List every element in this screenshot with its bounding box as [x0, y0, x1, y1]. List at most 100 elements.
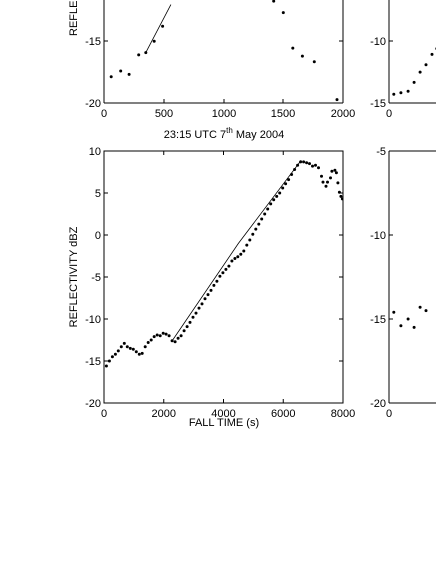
data-point	[302, 160, 306, 164]
xtick-label: 0	[101, 408, 107, 420]
data-point	[312, 60, 316, 64]
data-point	[248, 238, 252, 242]
chart-title: 23:15 UTC 7th May 2004	[164, 126, 284, 141]
data-point	[311, 164, 314, 168]
ytick-label: -10	[370, 36, 386, 48]
data-point	[143, 345, 147, 349]
data-point	[281, 186, 285, 190]
data-point	[290, 173, 294, 176]
data-point	[340, 197, 343, 201]
data-point	[227, 264, 231, 268]
chart-title-tail: May 2004	[233, 129, 284, 141]
data-point	[203, 297, 207, 301]
data-point	[155, 333, 159, 337]
data-point	[251, 232, 255, 236]
ytick-label: -15	[370, 314, 386, 326]
data-point	[109, 75, 113, 79]
ytick-label: -15	[85, 356, 101, 368]
data-point	[116, 349, 120, 353]
data-point	[158, 334, 162, 338]
data-point	[305, 161, 309, 165]
data-point	[206, 293, 210, 297]
data-point	[324, 184, 328, 188]
data-point	[269, 202, 273, 206]
data-point	[239, 252, 243, 256]
panel-top-right: -10 -15 0	[370, 0, 436, 120]
data-point	[194, 311, 198, 315]
xtick-label: 6000	[271, 408, 295, 420]
data-point	[320, 174, 323, 178]
data-point	[321, 180, 325, 184]
data-point	[300, 54, 304, 58]
data-point	[424, 63, 428, 67]
data-point	[182, 329, 186, 333]
data-point	[278, 191, 282, 195]
data-point	[137, 352, 141, 356]
data-point	[418, 305, 422, 309]
data-point	[399, 91, 403, 95]
data-point	[412, 325, 416, 329]
xtick-label: 4000	[211, 408, 235, 420]
fit-line	[172, 159, 302, 341]
ytick-label: -10	[85, 314, 101, 326]
data-point	[200, 302, 204, 306]
data-point	[257, 222, 261, 226]
data-point	[119, 69, 123, 73]
data-point	[266, 207, 270, 211]
data-point	[272, 0, 276, 3]
data-point	[173, 340, 177, 344]
plot-frame	[103, 150, 344, 404]
panel-bottom-right: -5 -10 -15 -20 0	[370, 146, 436, 420]
ylabel-bottom-left: REFLECTIVITY dBZ	[68, 226, 80, 327]
data-point	[399, 324, 403, 328]
data-point	[131, 347, 135, 351]
xtick-label: 1500	[271, 108, 295, 120]
chart-title-sup: th	[226, 126, 233, 135]
xtick-label: 0	[386, 108, 392, 120]
xlabel-bottom-left: FALL TIME (s)	[189, 417, 259, 429]
data-point	[254, 227, 258, 231]
data-point	[339, 194, 343, 198]
data-point	[161, 331, 165, 335]
data-point	[430, 52, 434, 56]
data-point	[209, 288, 213, 292]
data-point	[245, 243, 249, 247]
marks-bottom-right	[392, 305, 428, 329]
data-point	[314, 163, 317, 167]
data-point	[127, 72, 131, 76]
ytick-label: -15	[370, 98, 386, 110]
ytick-label: -20	[370, 398, 386, 410]
data-point	[263, 212, 267, 216]
xtick-label: 8000	[331, 408, 355, 420]
data-point	[406, 89, 410, 93]
data-point	[110, 355, 114, 359]
ylabel-top-left: REFLE	[68, 1, 80, 36]
data-point	[113, 352, 117, 356]
data-point	[335, 98, 339, 102]
data-point	[146, 341, 150, 344]
data-point	[107, 359, 111, 363]
marks-top-left	[109, 0, 339, 102]
ticks-bottom-left: 0 2000 4000 6000 8000 10 5 0 -5 -10 -15 -20	[85, 146, 355, 420]
data-point	[179, 334, 183, 338]
xtick-label: 1000	[212, 108, 236, 120]
data-point	[170, 339, 174, 343]
data-point	[406, 317, 410, 321]
data-point	[176, 336, 180, 340]
data-point	[125, 345, 129, 349]
data-point	[299, 160, 303, 164]
data-point	[293, 168, 297, 171]
data-point	[275, 194, 279, 198]
data-point	[152, 39, 156, 43]
data-point	[281, 11, 285, 15]
data-point	[412, 80, 416, 84]
xtick-label: 500	[155, 108, 173, 120]
data-point	[330, 169, 334, 173]
data-point	[284, 182, 288, 186]
data-point	[260, 217, 264, 221]
data-point	[128, 346, 132, 350]
data-point	[317, 166, 320, 170]
ytick-label: -15	[85, 36, 101, 48]
xtick-label: 2000	[152, 408, 176, 420]
